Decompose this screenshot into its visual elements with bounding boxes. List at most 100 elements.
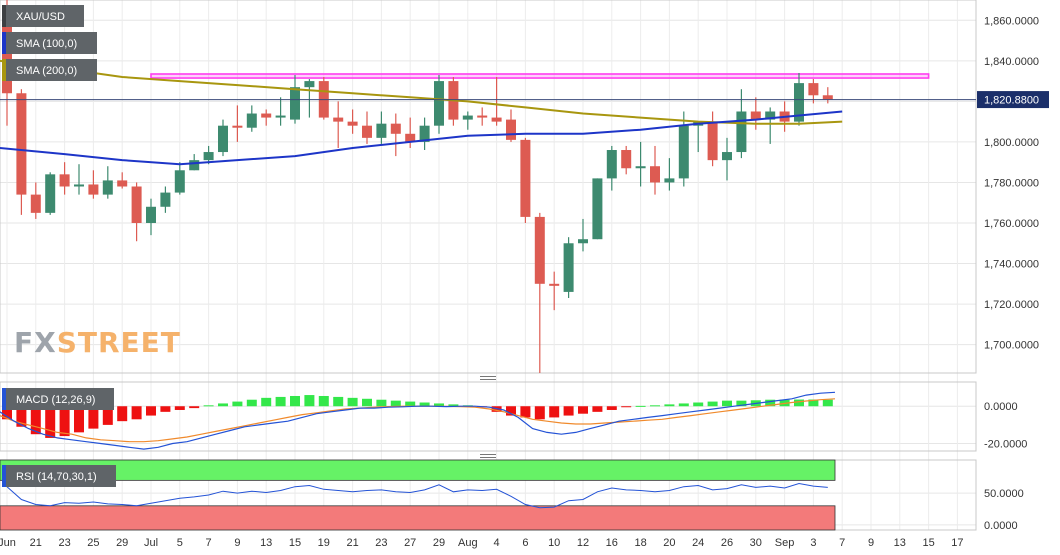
- resistance-rect: [150, 73, 930, 79]
- macd-histogram-bar: [160, 406, 171, 412]
- rsi-label[interactable]: RSI (14,70,30,1): [2, 465, 116, 487]
- x-tick-label: 29: [116, 537, 128, 549]
- watermark-fx: FX: [14, 326, 57, 359]
- x-tick-label: 15: [922, 537, 934, 549]
- symbol-label[interactable]: XAU/USD: [2, 5, 84, 27]
- macd-histogram-bar: [30, 406, 41, 435]
- macd-histogram-bar: [448, 404, 459, 407]
- macd-histogram-bar: [146, 406, 156, 416]
- x-tick-label: Jun: [0, 537, 16, 549]
- candle-body: [650, 166, 660, 183]
- candle: [578, 218, 588, 252]
- macd-histogram-bar: [2, 406, 12, 420]
- candle-body: [30, 194, 41, 213]
- current-price: 1,820.8800: [0, 91, 1049, 109]
- candle-body: [419, 125, 430, 142]
- candle-body: [362, 125, 372, 138]
- candle-body: [549, 283, 560, 286]
- candle: [664, 158, 675, 191]
- candle: [405, 117, 416, 148]
- sma200-line: [0, 59, 843, 125]
- candle: [16, 89, 27, 215]
- y-tick-label: 1,860.0000: [984, 15, 1039, 27]
- rsi-y-tick-label: 50.0000: [984, 488, 1024, 500]
- candle: [606, 145, 617, 191]
- x-tick-label: 6: [522, 537, 528, 549]
- candle: [462, 111, 473, 130]
- macd-histogram-bar: [290, 395, 300, 407]
- candle: [419, 117, 430, 151]
- macd-histogram-bar: [362, 398, 372, 407]
- macd-histogram-bar: [434, 403, 444, 407]
- macd-histogram-bar: [578, 406, 588, 414]
- x-tick-label: 7: [839, 537, 845, 549]
- macd-histogram-bar: [722, 400, 732, 407]
- y-tick-label: 1,700.0000: [984, 340, 1039, 352]
- candle-body: [74, 184, 84, 187]
- candle-body: [160, 192, 171, 207]
- macd-histogram-bar: [74, 406, 84, 433]
- sma100-label[interactable]: SMA (100,0): [2, 32, 97, 54]
- candle: [491, 77, 502, 126]
- y-tick-label: 1,840.0000: [984, 56, 1039, 68]
- candle-body: [635, 166, 646, 169]
- x-tick-label: 20: [663, 537, 675, 549]
- x-tick-label: 27: [404, 537, 416, 549]
- macd-histogram-bar: [390, 400, 401, 407]
- rsi-series: [6, 482, 828, 509]
- x-tick-label: 13: [894, 537, 906, 549]
- macd-label[interactable]: MACD (12,26,9): [2, 388, 114, 410]
- x-tick-label: 12: [577, 537, 589, 549]
- candle-body: [808, 83, 819, 96]
- macd-y-tick-label: 0.0000: [984, 401, 1018, 413]
- watermark: FXSTREET: [14, 326, 180, 359]
- candle: [131, 182, 142, 242]
- candle: [59, 162, 70, 195]
- panel-resize-handles[interactable]: [480, 376, 496, 458]
- macd-series: [0, 391, 836, 450]
- x-tick-label: 30: [750, 537, 762, 549]
- y-tick-label: 1,720.0000: [984, 299, 1039, 311]
- y-tick-label: 1,760.0000: [984, 218, 1039, 230]
- x-tick-label: 9: [234, 537, 240, 549]
- candle: [822, 87, 833, 104]
- candle: [102, 166, 113, 199]
- candle: [246, 105, 257, 132]
- macd-histogram-bar: [318, 395, 329, 407]
- macd-histogram-bar: [333, 396, 344, 407]
- candle: [333, 101, 344, 148]
- rsi-overbought-band: [0, 459, 836, 481]
- candle: [376, 111, 387, 144]
- x-tick-label: 19: [318, 537, 330, 549]
- candle: [390, 113, 401, 157]
- candle-body: [88, 184, 99, 195]
- candle-body: [275, 115, 286, 118]
- candle: [477, 107, 488, 126]
- candle-body: [102, 180, 113, 195]
- candle-body: [563, 243, 574, 292]
- macd-histogram-bar: [592, 406, 603, 412]
- macd-histogram-bar: [520, 406, 531, 418]
- candle-body: [218, 125, 228, 153]
- x-tick-label: 25: [87, 537, 99, 549]
- candle: [261, 109, 272, 126]
- candle-body: [390, 123, 401, 134]
- candle: [218, 119, 228, 157]
- sma200-label[interactable]: SMA (200,0): [2, 59, 97, 81]
- x-tick-label: 10: [548, 537, 560, 549]
- candle-body: [506, 119, 516, 140]
- candle-body: [765, 111, 776, 120]
- candle-body: [822, 95, 833, 100]
- macd-histogram-bar: [45, 406, 56, 438]
- macd-histogram-bar: [304, 395, 315, 407]
- candle: [765, 107, 776, 144]
- candle: [174, 162, 185, 195]
- macd-resize-handle[interactable]: [480, 376, 496, 380]
- macd-histogram-bar: [650, 405, 660, 407]
- macd-histogram-bar: [808, 399, 819, 407]
- sma100-label-text: SMA (100,0): [16, 38, 77, 50]
- sma200-label-text: SMA (200,0): [16, 65, 77, 77]
- x-tick-label: 5: [177, 537, 183, 549]
- rsi-resize-handle[interactable]: [480, 454, 496, 458]
